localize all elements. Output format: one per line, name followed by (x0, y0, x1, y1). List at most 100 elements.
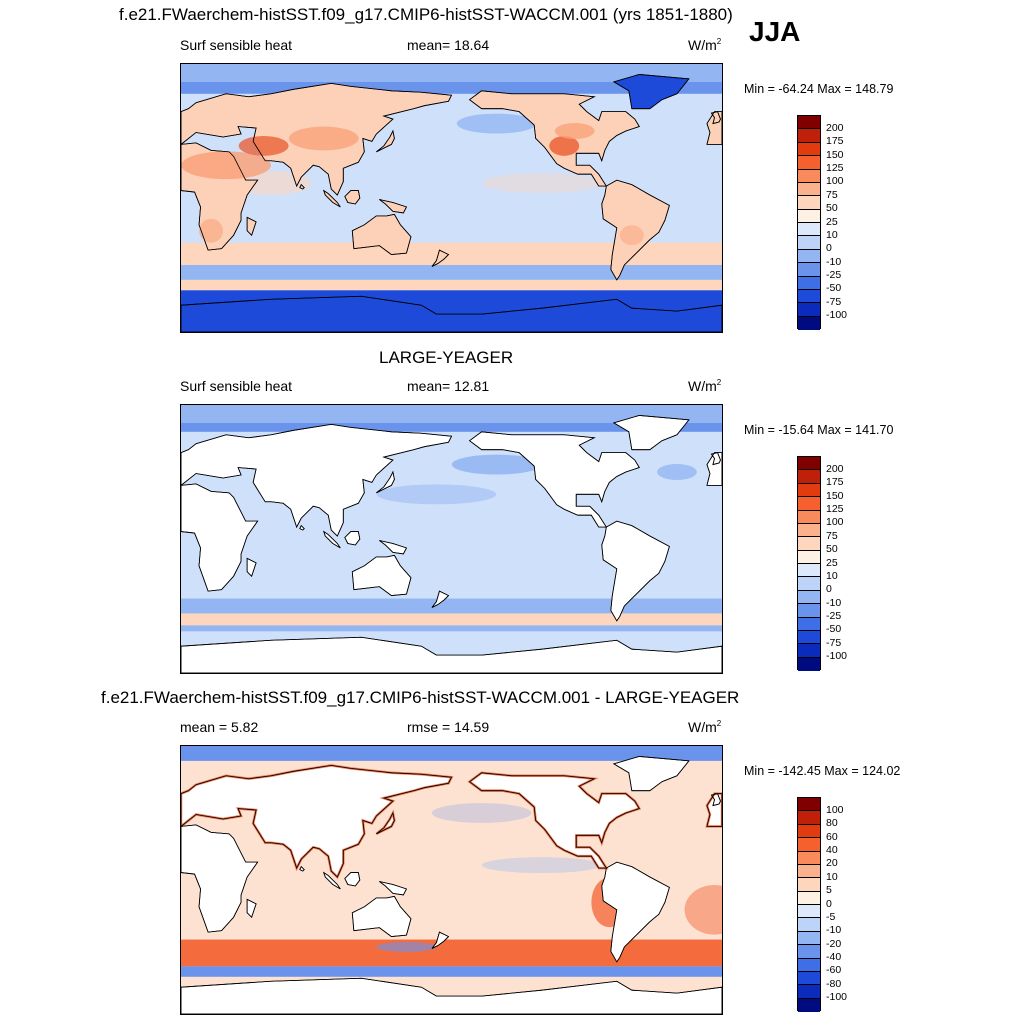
colorbar-tick-label: 40 (826, 844, 838, 856)
colorbar-swatch (798, 497, 820, 511)
panel-diff-mean-label: mean = 5.82 (180, 719, 259, 735)
colorbar-tick-label: 125 (826, 162, 844, 174)
coastline-madagascar (246, 216, 257, 236)
colorbar-tick-label: -25 (826, 610, 842, 622)
colorbar-swatch (798, 289, 820, 304)
coastline-namerica (468, 90, 640, 187)
panel-test-title: f.e21.FWaerchem-histSST.f09_g17.CMIP6-hi… (119, 5, 733, 24)
colorbar-swatch (798, 263, 820, 277)
panel-obs-mean-label: mean= 12.81 (407, 378, 490, 394)
coastline-greenland (612, 756, 690, 792)
colorbar-swatch (798, 931, 820, 946)
colorbar-tick-label: 150 (826, 148, 844, 161)
flux-patch (481, 857, 602, 874)
colorbar-swatch (798, 182, 820, 197)
colorbar-tick-label: -20 (826, 937, 842, 950)
coastline-antarctica (181, 636, 722, 673)
land-flux-patch (554, 123, 595, 139)
colorbar-swatch (798, 249, 820, 264)
colorbar-test-labels: 200 175 150 125 100 75 50 25 10 0 -10 -25 -50 -75 -100 (826, 115, 886, 329)
colorbar-tick-label: 10 (826, 569, 838, 582)
flux-patch (376, 942, 437, 952)
colorbar-tick-label: 150 (826, 489, 844, 502)
coastline-india_sri (299, 865, 305, 872)
coastline-uk (710, 111, 721, 125)
flux-band (181, 242, 722, 265)
colorbar-swatch (798, 811, 820, 825)
colorbar-swatch (798, 316, 820, 330)
map-panel-obs (180, 404, 723, 674)
colorbar-swatch (798, 617, 820, 631)
coastline-japan (376, 470, 395, 494)
coastline-europe_w (706, 452, 722, 486)
coastline-borneo (344, 872, 361, 887)
flux-patch (656, 464, 697, 480)
flux-patch (684, 884, 722, 935)
panel-test-mean-label: mean= 18.64 (407, 37, 490, 53)
coastline-nz (431, 590, 450, 608)
coastline-newguinea (379, 540, 408, 555)
land-flux-patch (199, 218, 224, 243)
panel-obs-minmax: Min = -15.64 Max = 141.70 (744, 423, 894, 437)
colorbar-swatch (798, 142, 820, 157)
flux-band (181, 279, 722, 291)
colorbar-obs (797, 456, 821, 671)
coastline-europe_w (706, 111, 722, 145)
coastline-japan (376, 129, 395, 153)
coastline-borneo (344, 190, 361, 205)
panel-diff-rmse-label: rmse = 14.59 (407, 719, 490, 735)
colorbar-tick-label: -10 (826, 596, 842, 609)
colorbar-swatch (798, 457, 820, 471)
colorbar-swatch (798, 657, 820, 671)
colorbar-tick-label: 175 (826, 135, 844, 148)
colorbar-swatch (798, 116, 820, 130)
coastline-sumatra (323, 189, 341, 208)
land-flux-patch (288, 126, 359, 151)
coastline-samerica (601, 520, 670, 622)
coastline-eurasia (181, 82, 453, 196)
coastline-sumatra (323, 530, 341, 549)
colorbar-tick-label: 0 (826, 583, 832, 596)
flux-patch (481, 173, 602, 194)
colorbar-swatch (798, 971, 820, 986)
colorbar-swatch (798, 523, 820, 538)
map-panel-test (180, 63, 723, 333)
flux-band (181, 939, 722, 967)
colorbar-tick-label: -50 (826, 282, 842, 295)
colorbar-tick-label: 100 (826, 175, 844, 188)
colorbar-swatch (798, 985, 820, 999)
colorbar-swatch (798, 891, 820, 905)
land-flux-patch (181, 151, 271, 180)
colorbar-tick-label: 25 (826, 215, 838, 228)
coastline-namerica (468, 431, 640, 528)
colorbar-tick-label: 20 (826, 857, 838, 870)
flux-band (181, 265, 722, 280)
panel-test-minmax: Min = -64.24 Max = 148.79 (744, 82, 894, 96)
colorbar-swatch (798, 129, 820, 143)
colorbar-swatch (798, 604, 820, 618)
coastline-uk (710, 452, 721, 466)
land-flux-patch (619, 225, 644, 246)
flux-band (181, 81, 722, 94)
colorbar-swatch (798, 236, 820, 250)
colorbar-swatch (798, 998, 820, 1012)
flux-band (181, 966, 722, 977)
colorbar-tick-label: -40 (826, 951, 842, 963)
coastline-sumatra (323, 871, 341, 890)
flux-band (181, 64, 722, 82)
flux-patch (376, 484, 497, 505)
colorbar-swatch (798, 564, 820, 578)
colorbar-tick-label: 50 (826, 202, 838, 215)
panel-obs-units: W/m2 (688, 378, 722, 394)
colorbar-tick-label: 175 (826, 476, 844, 489)
colorbar-swatch (798, 470, 820, 484)
colorbar-tick-label: -100 (826, 650, 848, 663)
colorbar-tick-label: -50 (826, 623, 842, 636)
colorbar-tick-label: 25 (826, 556, 838, 569)
colorbar-tick-label: 60 (826, 830, 838, 843)
land-flux-patch (549, 135, 580, 156)
colorbar-tick-label: 100 (826, 803, 844, 816)
colorbar-tick-label: -10 (826, 924, 842, 937)
colorbar-tick-label: -5 (826, 910, 836, 923)
coastline-greenland (612, 74, 690, 110)
